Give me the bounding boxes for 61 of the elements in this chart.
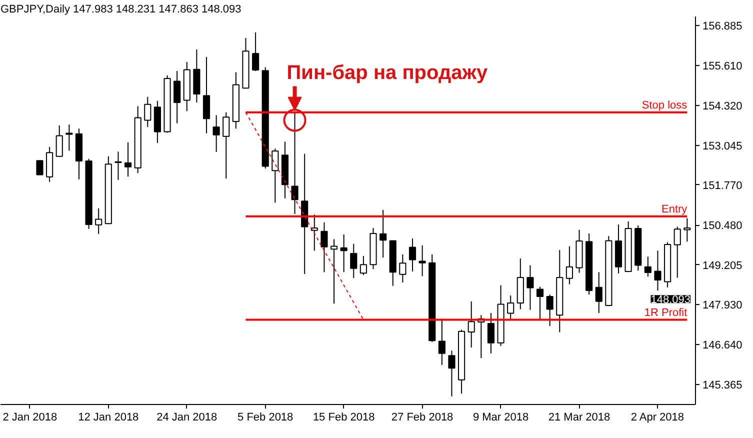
candlestick xyxy=(350,243,358,279)
candlestick xyxy=(310,214,318,252)
candlestick xyxy=(684,218,691,242)
candlestick xyxy=(507,295,514,321)
candlestick xyxy=(487,312,495,354)
y-tick-label: 149.205 xyxy=(702,260,742,272)
candlestick xyxy=(399,254,406,283)
y-tick-label: 145.365 xyxy=(702,379,742,392)
candlestick xyxy=(291,111,298,214)
candlestick xyxy=(408,238,416,272)
x-tick-label: 2 Jan 2018 xyxy=(2,412,58,424)
x-tick-label: 21 Mar 2018 xyxy=(548,412,610,424)
candlestick xyxy=(222,112,230,179)
annotation: Пин-бар на продажу xyxy=(286,62,488,84)
candlestick xyxy=(174,70,181,124)
candlestick xyxy=(330,238,338,304)
candlestick xyxy=(252,32,260,72)
y-tick-label: 155.610 xyxy=(702,60,742,72)
candlestick xyxy=(566,246,573,285)
candlestick xyxy=(114,151,122,180)
candlestick xyxy=(526,264,534,310)
series-label: Entry xyxy=(661,203,688,216)
candlestick xyxy=(56,124,63,157)
candlestick xyxy=(654,250,662,292)
x-tick-label: 12 Jan 2018 xyxy=(78,412,139,424)
x-tick-label: 15 Feb 2018 xyxy=(312,412,375,424)
y-tick-label: 153.045 xyxy=(702,140,742,152)
x-tick-label: 9 Mar 2018 xyxy=(472,412,529,424)
y-tick-label: 146.640 xyxy=(702,340,742,352)
candlestick xyxy=(468,300,475,348)
candlestick xyxy=(418,244,426,277)
series-label: Stop loss xyxy=(642,99,688,112)
y-tick-label: 150.480 xyxy=(702,220,742,232)
candlestick xyxy=(674,226,681,278)
candlestick xyxy=(340,234,348,273)
x-tick-label: 27 Feb 2018 xyxy=(391,412,454,424)
y-tick-label: 151.770 xyxy=(702,180,742,192)
candlestick xyxy=(95,208,102,234)
candlestick xyxy=(644,256,652,278)
y-tick-label: 147.930 xyxy=(702,300,742,312)
candlestick xyxy=(36,160,44,176)
candlestick xyxy=(124,142,132,178)
series-label: 1R Profit xyxy=(644,306,688,319)
x-tick-label: 2 Apr 2018 xyxy=(630,412,684,424)
candlestick xyxy=(546,294,554,327)
candlestick xyxy=(202,56,210,134)
x-tick-label: 24 Jan 2018 xyxy=(156,412,218,424)
candlestick xyxy=(595,272,602,314)
candlestick xyxy=(272,148,279,204)
chart-title: GBPJPY,Daily 147.983 148.231 147.863 148.093 xyxy=(0,4,242,16)
y-tick-label: 154.320 xyxy=(702,100,742,113)
x-tick-label: 5 Feb 2018 xyxy=(238,412,294,424)
y-tick-label: 156.885 xyxy=(702,20,742,33)
candlestick xyxy=(212,114,220,152)
candlestick xyxy=(320,222,328,273)
candlestick xyxy=(448,350,456,397)
candlestick xyxy=(536,286,544,320)
candlestick xyxy=(144,96,152,128)
candlestick xyxy=(380,209,387,258)
candlestick xyxy=(438,318,446,366)
candlestick xyxy=(360,255,367,276)
